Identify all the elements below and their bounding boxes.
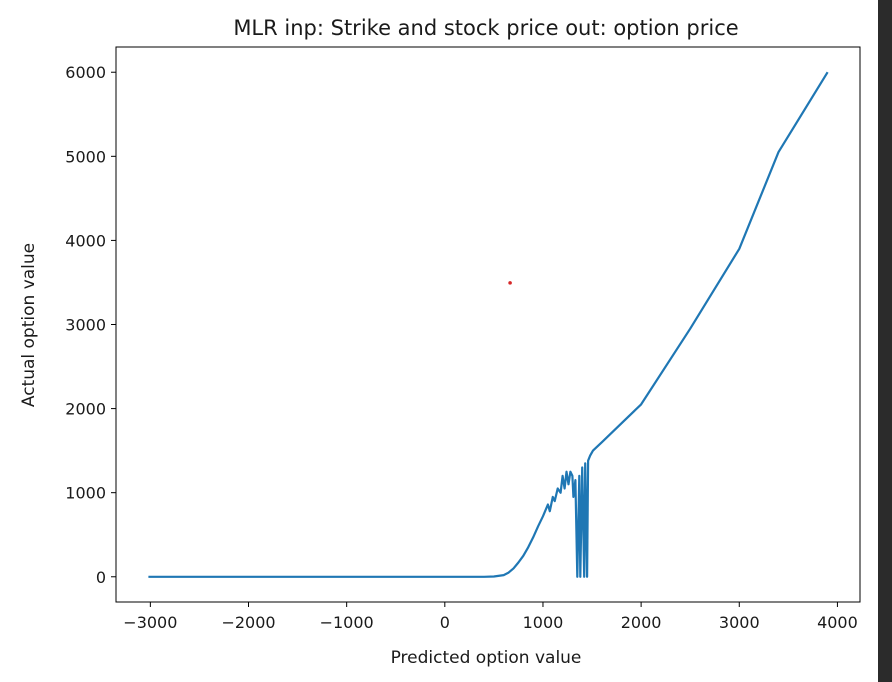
chart-title: MLR inp: Strike and stock price out: opt… [233, 16, 738, 40]
window-edge [878, 0, 892, 682]
y-tick-label: 6000 [65, 63, 106, 82]
y-tick-label: 1000 [65, 484, 106, 503]
y-tick-label: 2000 [65, 400, 106, 419]
y-tick-label: 0 [96, 568, 106, 587]
x-axis-label: Predicted option value [391, 648, 582, 668]
x-tick-label: 4000 [817, 613, 858, 632]
x-tick-label: 1000 [523, 613, 564, 632]
y-tick-label: 3000 [65, 316, 106, 335]
y-axis-label: Actual option value [19, 243, 39, 407]
plot-frame [115, 46, 861, 603]
x-tick-label: −1000 [320, 613, 374, 632]
x-tick-label: 2000 [621, 613, 662, 632]
x-axis: −3000 −2000 −1000 0 1000 2000 3000 4000 [123, 602, 858, 632]
y-tick-label: 5000 [65, 147, 106, 166]
marker-point [508, 281, 512, 285]
series-line [148, 71, 829, 578]
x-tick-label: −2000 [221, 613, 275, 632]
x-tick-label: 0 [440, 613, 450, 632]
x-tick-label: −3000 [123, 613, 177, 632]
y-tick-label: 4000 [65, 231, 106, 250]
x-tick-label: 3000 [719, 613, 760, 632]
y-axis: 0 1000 2000 3000 4000 5000 6000 [65, 63, 116, 587]
plot-area [115, 46, 861, 603]
